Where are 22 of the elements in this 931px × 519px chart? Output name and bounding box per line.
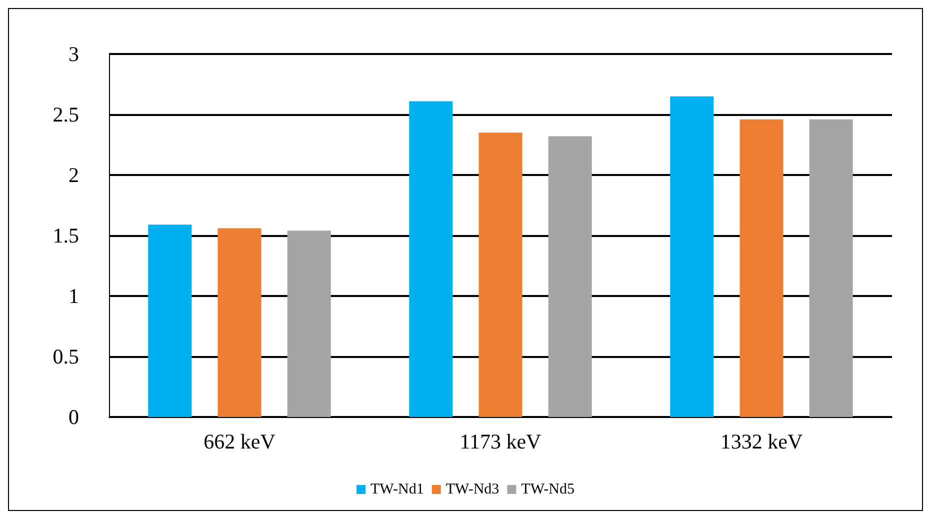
y-tick-label: 1.5 <box>52 224 79 248</box>
y-tick-label: 1 <box>68 284 79 308</box>
legend-label: TW-Nd3 <box>446 482 500 498</box>
bar <box>670 96 714 417</box>
y-tick-label: 0.5 <box>52 344 79 368</box>
x-tick-label: 1173 keV <box>460 430 542 454</box>
bar <box>548 136 592 417</box>
y-tick-label: 2.5 <box>52 102 79 126</box>
y-tick-label: 0 <box>68 405 79 429</box>
bar <box>478 132 522 417</box>
y-tick-label: 3 <box>68 42 79 66</box>
bar <box>148 224 192 417</box>
legend-label: TW-Nd5 <box>521 482 574 498</box>
bar <box>218 228 262 417</box>
y-tick-label: 2 <box>68 163 79 187</box>
bar <box>809 119 853 417</box>
legend-label: TW-Nd1 <box>370 482 424 498</box>
x-tick-label: 662 keV <box>204 430 276 454</box>
bar <box>740 119 784 417</box>
x-tick-label: 1332 keV <box>720 430 803 454</box>
bar <box>287 230 331 417</box>
bar <box>409 101 453 417</box>
